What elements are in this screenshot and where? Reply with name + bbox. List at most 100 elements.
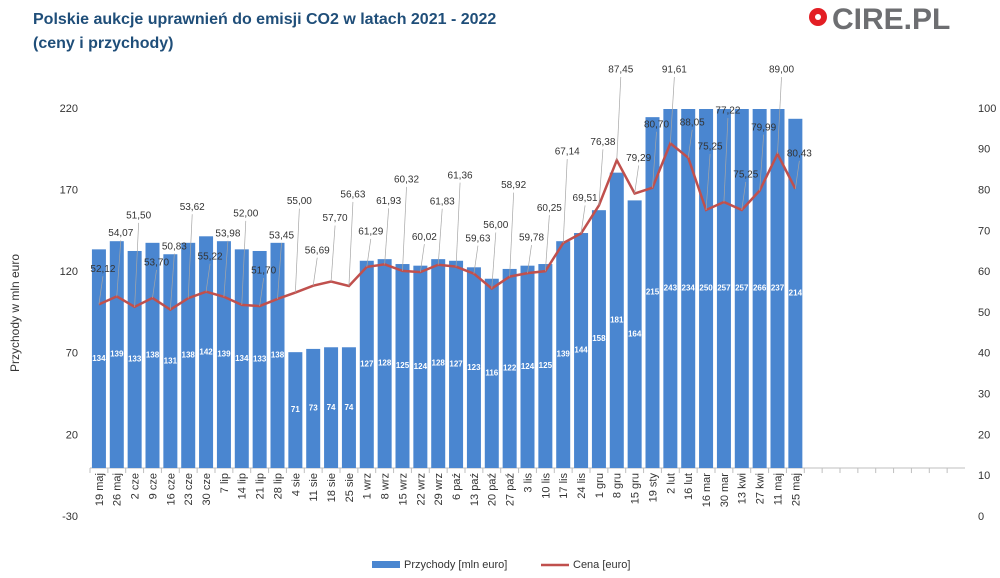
x-tick-label: 11 maj <box>772 473 784 505</box>
line-label: 76,38 <box>590 137 615 148</box>
bar-label: 123 <box>467 363 481 372</box>
bar <box>341 347 356 469</box>
line-label: 88,05 <box>680 117 705 128</box>
bar <box>574 233 589 469</box>
x-tick-label: 15 wrz <box>397 473 409 505</box>
x-tick-label: 22 wrz <box>415 473 427 505</box>
line-label: 75,25 <box>698 142 723 153</box>
line-label: 75,25 <box>733 170 758 181</box>
y2-tick-label: 80 <box>978 185 990 197</box>
x-tick-label: 28 lip <box>272 473 284 499</box>
leader-line <box>723 117 729 202</box>
leader-line <box>634 165 639 194</box>
x-tick-label: 19 maj <box>94 473 106 506</box>
leader-line <box>241 220 247 305</box>
bar-label: 127 <box>360 360 374 369</box>
line-label: 52,00 <box>233 208 258 219</box>
line-label: 53,45 <box>269 231 294 242</box>
bar-label: 73 <box>309 404 318 413</box>
bar <box>306 348 321 469</box>
bar <box>520 265 535 469</box>
x-tick-label: 26 maj <box>112 473 124 506</box>
bar <box>466 267 481 469</box>
x-tick-label: 13 kwi <box>737 473 749 504</box>
bar-label: 133 <box>253 355 267 364</box>
x-tick-label: 11 sie <box>308 473 320 502</box>
x-tick-label: 14 lip <box>237 473 249 499</box>
x-tick-label: 2 cze <box>130 473 142 499</box>
bar <box>663 109 678 469</box>
line-label: 69,51 <box>573 193 598 204</box>
leader-line <box>759 134 764 191</box>
x-tick-label: 18 sie <box>326 473 338 502</box>
leader-line <box>116 240 122 297</box>
line-label: 61,93 <box>376 196 401 207</box>
line-label: 59,63 <box>465 233 490 244</box>
x-tick-label: 21 lip <box>255 473 267 499</box>
bar-label: 116 <box>485 368 498 377</box>
leader-line <box>437 208 443 265</box>
leader-line <box>152 269 157 298</box>
leader-line <box>616 76 622 161</box>
x-tick-label: 23 cze <box>183 473 195 505</box>
x-tick-label: 16 mar <box>701 473 713 508</box>
bar-label: 134 <box>235 354 249 363</box>
bar-label: 139 <box>110 350 124 359</box>
leader-line <box>366 238 372 267</box>
logo-icon-dot <box>815 14 821 20</box>
leader-line <box>312 257 318 286</box>
bar-label: 164 <box>628 329 642 338</box>
line-label: 60,32 <box>394 175 419 186</box>
bar-label: 181 <box>610 315 624 324</box>
y-tick-label: 120 <box>60 266 78 278</box>
y-tick-label: 220 <box>60 103 78 115</box>
bar-label: 124 <box>521 362 535 371</box>
bar <box>752 109 767 469</box>
y2-tick-label: 30 <box>978 389 990 401</box>
bar <box>591 210 606 469</box>
x-tick-label: 30 mar <box>719 473 731 508</box>
leader-line <box>205 263 211 292</box>
leader-line <box>98 276 104 305</box>
x-tick-label: 13 paź <box>469 473 481 506</box>
line-label: 55,00 <box>287 196 312 207</box>
x-tick-label: 20 paź <box>487 473 499 506</box>
bar <box>413 265 428 469</box>
bar-label: 237 <box>771 284 785 293</box>
bar-label: 139 <box>217 350 231 359</box>
leader-line <box>134 222 139 307</box>
bar-label: 158 <box>592 334 606 343</box>
line-label: 55,22 <box>198 251 223 262</box>
leader-line <box>795 160 800 189</box>
bar <box>449 260 464 469</box>
leader-line <box>652 131 657 188</box>
chart-title: Polskie aukcje uprawnień do emisji CO2 w… <box>33 11 496 28</box>
bar-label: 142 <box>199 347 213 356</box>
leader-line <box>295 208 300 293</box>
leader-line <box>527 245 532 274</box>
bar <box>359 260 374 469</box>
line-label: 52,12 <box>90 264 115 275</box>
x-tick-label: 10 lis <box>540 473 552 499</box>
leader-line <box>455 182 461 267</box>
legend-swatch <box>372 561 400 568</box>
bar-label: 215 <box>646 288 660 297</box>
y-tick-label: 20 <box>66 429 78 441</box>
bar <box>431 259 446 469</box>
line-label: 56,00 <box>483 220 508 231</box>
bar-label: 243 <box>664 284 678 293</box>
line-label: 61,29 <box>358 227 383 238</box>
y-tick-label: -30 <box>62 511 78 523</box>
bar-label: 138 <box>182 351 196 360</box>
leader-line <box>705 153 711 211</box>
leader-line <box>402 186 407 271</box>
bar <box>681 109 696 469</box>
bar <box>324 347 339 469</box>
leader-line <box>473 245 479 274</box>
y2-tick-label: 0 <box>978 511 984 523</box>
line-label: 56,63 <box>340 190 365 201</box>
y2-tick-label: 90 <box>978 144 990 156</box>
leader-line <box>170 253 175 310</box>
leader-line <box>384 208 389 265</box>
line-label: 53,98 <box>215 228 240 239</box>
